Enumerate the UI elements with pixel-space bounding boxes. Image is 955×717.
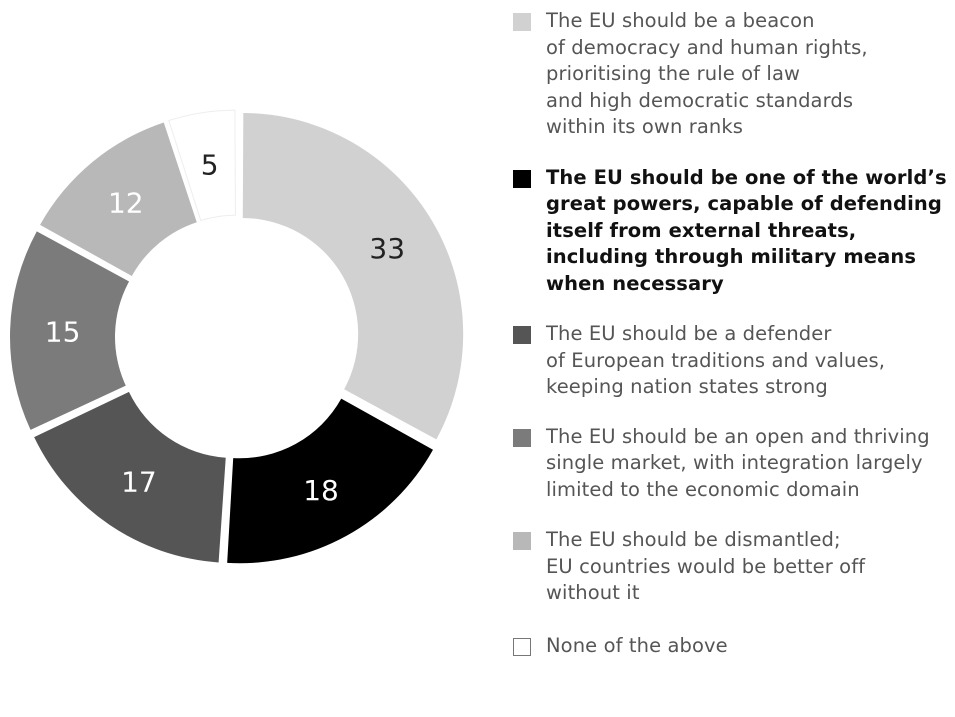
- legend-swatch-1: [513, 13, 531, 31]
- donut-slices: [10, 109, 464, 564]
- legend-item-5: The EU should be dismantled; EU countries…: [513, 527, 953, 607]
- donut-slice-2: [227, 398, 433, 564]
- data-label-3: 17: [121, 465, 157, 498]
- data-label-1: 33: [369, 232, 405, 265]
- legend: The EU should be a beacon of democracy an…: [513, 8, 953, 659]
- legend-item-4: The EU should be an open and thriving sin…: [513, 424, 953, 504]
- legend-swatch-5: [513, 532, 531, 550]
- legend-item-6: None of the above: [513, 633, 953, 660]
- donut-data-labels: 33 18 17 15 12 5: [45, 149, 405, 507]
- legend-item-2: The EU should be one of the world’s great…: [513, 165, 953, 298]
- legend-label-3: The EU should be a defender of European t…: [546, 322, 886, 398]
- data-label-5: 12: [108, 187, 144, 220]
- donut-slice-4: [10, 231, 130, 430]
- donut-chart: 33 18 17 15 12 5: [10, 109, 464, 564]
- legend-swatch-3: [513, 326, 531, 344]
- legend-item-3: The EU should be a defender of European t…: [513, 321, 953, 401]
- donut-slice-1: [242, 112, 464, 440]
- data-label-2: 18: [303, 474, 339, 507]
- legend-label-4: The EU should be an open and thriving sin…: [546, 424, 930, 501]
- legend-swatch-4: [513, 428, 531, 447]
- legend-swatch-2: [513, 169, 531, 188]
- legend-label-6: None of the above: [546, 633, 728, 657]
- legend-label-1: The EU should be a beacon of democracy an…: [546, 9, 868, 138]
- legend-label-5: The EU should be dismantled; EU countries…: [546, 528, 866, 604]
- donut-slice-6: [168, 109, 236, 222]
- legend-label-2: The EU should be one of the world’s great…: [546, 165, 947, 295]
- legend-item-1: The EU should be a beacon of democracy an…: [513, 8, 953, 141]
- data-label-6: 5: [201, 149, 219, 182]
- donut-slice-5: [40, 122, 197, 276]
- donut-slice-3: [34, 391, 226, 563]
- data-label-4: 15: [45, 316, 81, 349]
- legend-swatch-6: [513, 637, 531, 656]
